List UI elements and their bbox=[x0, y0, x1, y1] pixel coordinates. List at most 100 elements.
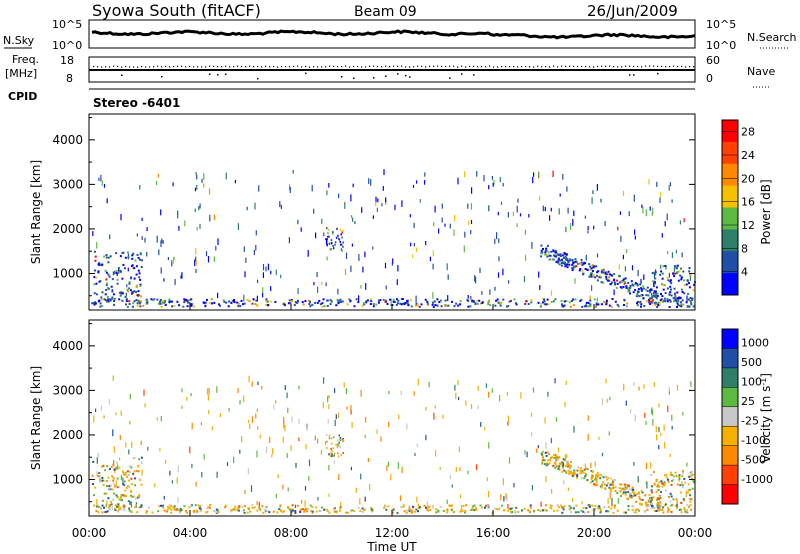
nave-point bbox=[581, 65, 583, 68]
echo-cell bbox=[609, 490, 612, 493]
echo-cell bbox=[480, 302, 482, 305]
echo-cell bbox=[160, 240, 162, 248]
echo-cell bbox=[385, 508, 388, 511]
echo-cell bbox=[576, 474, 579, 477]
echo-cell bbox=[217, 511, 220, 514]
colorbar-segment bbox=[722, 120, 738, 143]
echo-cell bbox=[365, 283, 367, 290]
echo-cell bbox=[676, 264, 679, 267]
echo-cell bbox=[176, 477, 178, 484]
echo-cell bbox=[94, 302, 97, 305]
echo-cell bbox=[133, 267, 136, 270]
nave-point bbox=[457, 66, 459, 68]
echo-cell bbox=[588, 305, 591, 308]
echo-cell bbox=[283, 421, 285, 429]
echo-cell bbox=[317, 286, 319, 293]
echo-cell bbox=[121, 470, 124, 473]
echo-cell bbox=[273, 404, 275, 410]
echo-cell bbox=[449, 475, 451, 480]
echo-cell bbox=[635, 511, 638, 514]
echo-cell bbox=[655, 295, 658, 298]
echo-cell bbox=[384, 300, 387, 303]
echo-cell bbox=[633, 462, 635, 466]
echo-cell bbox=[691, 298, 694, 301]
echo-cell bbox=[279, 506, 282, 508]
echo-cell bbox=[616, 279, 619, 282]
echo-cell bbox=[669, 473, 672, 476]
echo-cell bbox=[144, 403, 146, 408]
echo-cell bbox=[107, 273, 110, 276]
echo-cell bbox=[668, 293, 671, 296]
echo-cell bbox=[652, 271, 655, 274]
echo-cell bbox=[645, 288, 647, 291]
echo-cell bbox=[258, 506, 261, 509]
echo-cell bbox=[503, 496, 505, 502]
echo-cell bbox=[165, 510, 168, 513]
echo-cell bbox=[470, 299, 473, 302]
echo-cell bbox=[671, 474, 674, 476]
echo-cell bbox=[658, 498, 661, 501]
echo-cell bbox=[286, 392, 288, 399]
echo-cell bbox=[267, 263, 269, 271]
echo-cell bbox=[275, 269, 277, 276]
echo-cell bbox=[425, 434, 427, 441]
echo-cell bbox=[335, 236, 338, 239]
echo-cell bbox=[375, 196, 377, 203]
echo-cell bbox=[528, 510, 531, 513]
nave-point bbox=[141, 65, 143, 68]
nave-point bbox=[329, 65, 331, 67]
echo-cell bbox=[593, 265, 596, 268]
echo-cell bbox=[354, 221, 356, 225]
echo-cell bbox=[555, 261, 558, 264]
nave-point bbox=[469, 65, 471, 68]
echo-cell bbox=[629, 488, 632, 491]
echo-cell bbox=[394, 204, 396, 211]
nave-point bbox=[685, 66, 687, 68]
echo-cell bbox=[656, 489, 659, 492]
echo-cell bbox=[126, 470, 129, 473]
echo-cell bbox=[572, 304, 575, 307]
echo-cell bbox=[582, 262, 585, 265]
echo-cell bbox=[118, 508, 121, 511]
echo-cell bbox=[419, 199, 421, 203]
echo-cell bbox=[574, 298, 577, 301]
echo-cell bbox=[467, 203, 469, 209]
echo-cell bbox=[309, 300, 311, 303]
echo-cell bbox=[201, 178, 203, 183]
echo-cell bbox=[129, 501, 132, 504]
nave-point bbox=[497, 66, 499, 68]
echo-cell bbox=[115, 252, 118, 255]
echo-cell bbox=[624, 277, 627, 280]
echo-cell bbox=[500, 201, 503, 205]
echo-cell bbox=[130, 510, 133, 513]
echo-cell bbox=[627, 505, 630, 508]
echo-cell bbox=[427, 505, 430, 508]
echo-cell bbox=[653, 382, 655, 387]
echo-cell bbox=[136, 511, 139, 514]
echo-cell bbox=[549, 456, 552, 459]
echo-cell bbox=[104, 469, 107, 472]
echo-cell bbox=[549, 254, 552, 257]
echo-cell bbox=[668, 508, 671, 511]
echo-cell bbox=[287, 407, 289, 413]
echo-cell bbox=[435, 511, 438, 514]
echo-cell bbox=[327, 419, 329, 424]
echo-cell bbox=[194, 504, 197, 507]
echo-cell bbox=[432, 305, 435, 308]
echo-cell bbox=[690, 381, 692, 387]
echo-cell bbox=[180, 275, 182, 279]
echo-cell bbox=[586, 268, 589, 271]
nave-point bbox=[209, 65, 211, 67]
nave-point bbox=[149, 66, 151, 68]
echo-cell bbox=[675, 249, 677, 254]
echo-cell bbox=[582, 471, 585, 474]
nave-point bbox=[449, 65, 451, 67]
echo-cell bbox=[655, 480, 658, 483]
echo-cell bbox=[200, 422, 202, 426]
echo-cell bbox=[243, 294, 245, 302]
nave-point bbox=[165, 65, 167, 67]
echo-cell bbox=[658, 506, 661, 509]
echo-cell bbox=[328, 183, 330, 188]
echo-cell bbox=[495, 299, 498, 302]
echo-cell bbox=[540, 249, 543, 252]
